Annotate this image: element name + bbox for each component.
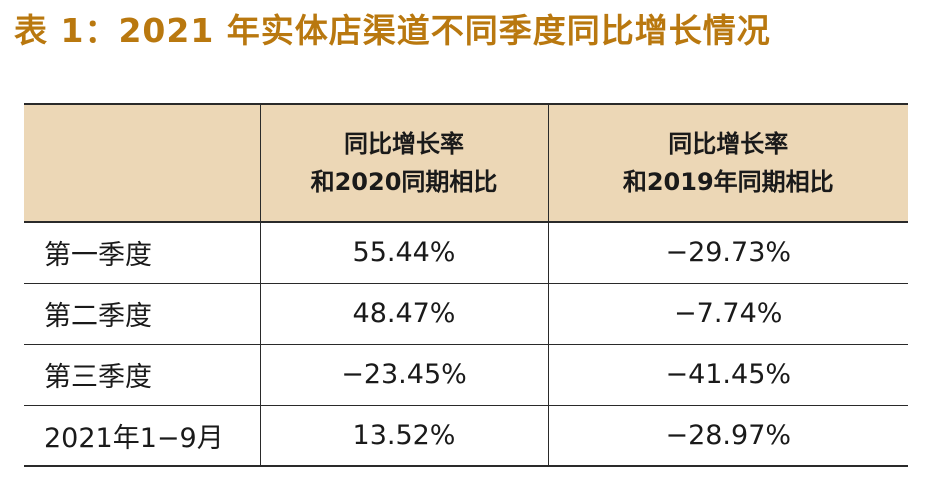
cell-vs2020: 48.47%: [259, 283, 548, 345]
header-vs2020: 同比增长率 和2020同期相比: [259, 103, 548, 223]
cell-vs2019: −41.45%: [547, 344, 908, 406]
row-label: 第一季度: [24, 222, 260, 284]
header-vs2019-line2: 和2019年同期相比: [622, 168, 834, 196]
row-label: 第三季度: [24, 344, 260, 406]
table-row: 第二季度 48.47% −7.74%: [24, 283, 908, 345]
table-row: 2021年1−9月 13.52% −28.97%: [24, 405, 908, 467]
cell-vs2020: −23.45%: [259, 344, 548, 406]
table-row: 第三季度 −23.45% −41.45%: [24, 344, 908, 406]
header-vs2019-line1: 同比增长率: [668, 130, 789, 158]
header-empty-cell: [24, 103, 260, 223]
row-label: 2021年1−9月: [24, 405, 260, 467]
header-vs2020-line2: 和2020同期相比: [310, 168, 498, 196]
cell-vs2020: 55.44%: [259, 222, 548, 284]
growth-table: 同比增长率 和2020同期相比 同比增长率 和2019年同期相比 第一季度 55…: [24, 103, 908, 467]
table-row: 第一季度 55.44% −29.73%: [24, 222, 908, 284]
cell-vs2019: −28.97%: [547, 405, 908, 467]
header-vs2019: 同比增长率 和2019年同期相比: [547, 103, 908, 223]
row-label: 第二季度: [24, 283, 260, 345]
cell-vs2020: 13.52%: [259, 405, 548, 467]
header-vs2020-line1: 同比增长率: [344, 130, 464, 158]
table-header-row: 同比增长率 和2020同期相比 同比增长率 和2019年同期相比: [24, 103, 908, 223]
cell-vs2019: −29.73%: [547, 222, 908, 284]
cell-vs2019: −7.74%: [547, 283, 908, 345]
page-title: 表 1：2021 年实体店渠道不同季度同比增长情况: [14, 11, 771, 50]
